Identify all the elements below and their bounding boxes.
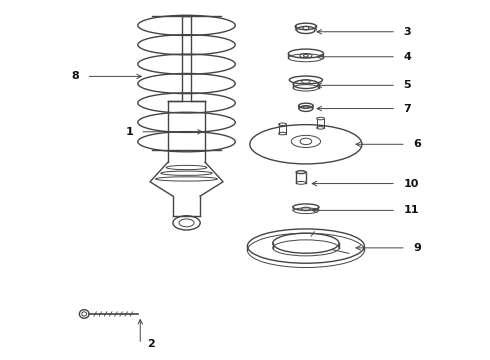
Text: 10: 10 <box>403 179 419 189</box>
Text: 9: 9 <box>413 243 421 253</box>
Text: 5: 5 <box>403 80 411 90</box>
Text: 6: 6 <box>413 139 421 149</box>
Text: 3: 3 <box>403 27 411 37</box>
Text: 4: 4 <box>403 52 411 62</box>
Text: 7: 7 <box>403 104 411 113</box>
Text: 8: 8 <box>72 71 79 81</box>
Text: 2: 2 <box>147 339 155 349</box>
Text: 1: 1 <box>125 127 133 137</box>
Text: 11: 11 <box>403 205 419 215</box>
